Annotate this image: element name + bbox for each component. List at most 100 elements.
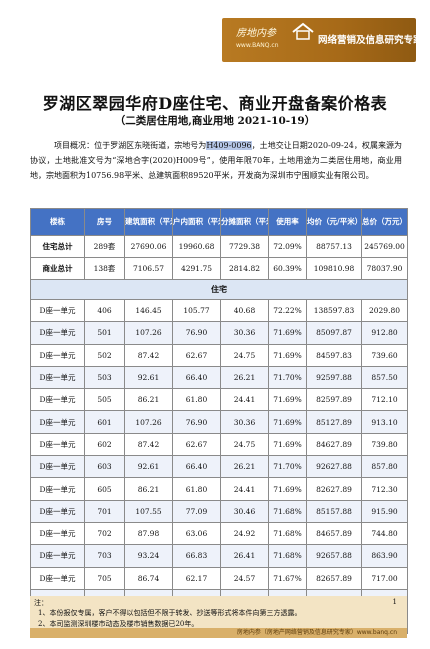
cell-inner: 77.09 <box>172 499 221 523</box>
table-row: D座一单元 703 93.24 66.83 26.41 71.68% 92657.88 863… <box>30 544 408 568</box>
cell-rate: 71.68% <box>268 521 307 546</box>
note-label: 注： <box>34 599 48 607</box>
cell-inner: 61.80 <box>172 388 221 412</box>
header-shared-area: 分摊面积（平米） <box>220 208 269 236</box>
cell-gross: 107.26 <box>124 321 173 345</box>
cell-avg: 138597.83 <box>306 298 362 323</box>
cell-inner: 62.67 <box>172 432 221 457</box>
banner-slogan: 网络营销及信息研究专家 <box>318 35 416 46</box>
banner-website: www.BANQ.cn <box>236 42 279 49</box>
header-inner-area: 户内面积（平米） <box>172 208 221 236</box>
cell-building: D座一单元 <box>30 365 85 390</box>
cell-building: D座一单元 <box>30 298 85 323</box>
cell-inner: 61.80 <box>172 477 221 501</box>
cell-avg: 82597.89 <box>306 388 362 412</box>
cell-total: 712.10 <box>361 388 408 412</box>
cell-rate: 71.68% <box>268 544 307 568</box>
cell-rate: 71.68% <box>268 499 307 523</box>
cell-gross: 87.42 <box>124 432 173 457</box>
project-overview: 项目概况：位于罗湖区东晓街道，宗地号为H409-0096，土地交让日期2020-… <box>30 138 402 183</box>
cell-avg: 82657.89 <box>306 566 362 590</box>
cell-room: 705 <box>84 566 125 590</box>
cell-gross: 92.61 <box>124 365 173 390</box>
cell-gross: 87.42 <box>124 343 173 367</box>
summary-cell-inner: 19960.68 <box>172 235 221 258</box>
cell-total: 857.50 <box>361 365 408 390</box>
summary-cell-gross: 27690.06 <box>124 235 173 258</box>
cell-avg: 92627.88 <box>306 455 362 479</box>
cell-rate: 71.69% <box>268 343 307 367</box>
page-number: 1 <box>392 598 397 606</box>
price-table: 楼栋 房号 建筑面积（平米） 户内面积（平米） 分摊面积（平米） 使用率 均价（… <box>30 208 408 635</box>
cell-rate: 71.69% <box>268 432 307 457</box>
summary-cell-avg: 88757.13 <box>306 235 362 258</box>
cell-gross: 107.55 <box>124 499 173 523</box>
table-row: D座一单元 502 87.42 62.67 24.75 71.69% 84597.83 739… <box>30 343 408 367</box>
cell-inner: 62.17 <box>172 566 221 590</box>
cell-inner: 62.67 <box>172 343 221 367</box>
summary-cell-gross: 7106.57 <box>124 257 173 280</box>
parcel-id-highlight: H409-0096 <box>206 141 252 150</box>
table-row: D座一单元 702 87.98 63.06 24.92 71.68% 84657.89 744… <box>30 521 408 546</box>
banner-logo: 房地内参 <box>236 28 276 39</box>
table-row: D座一单元 603 92.61 66.40 26.21 71.70% 92627.88 857… <box>30 455 408 479</box>
cell-gross: 107.26 <box>124 410 173 434</box>
cell-inner: 66.83 <box>172 544 221 568</box>
cell-total: 712.30 <box>361 477 408 501</box>
cell-total: 863.90 <box>361 544 408 568</box>
cell-shared: 40.68 <box>220 298 269 323</box>
summary-row: 商业总计 138套 7106.57 4291.75 2814.82 60.39% 10981… <box>30 257 408 280</box>
footer-bar: 房地内参（房地产网络营销及信息研究专家）www.banq.cn <box>30 628 407 638</box>
cell-rate: 71.69% <box>268 388 307 412</box>
cell-gross: 146.45 <box>124 298 173 323</box>
summary-cell-avg: 109810.98 <box>306 257 362 280</box>
cell-building: D座一单元 <box>30 321 85 345</box>
cell-total: 913.10 <box>361 410 408 434</box>
cell-inner: 66.40 <box>172 365 221 390</box>
table-row: D座一单元 701 107.55 77.09 30.46 71.68% 85157.88 91… <box>30 499 408 523</box>
cell-shared: 24.57 <box>220 566 269 590</box>
summary-cell-count: 138套 <box>84 257 125 280</box>
table-row: D座一单元 505 86.21 61.80 24.41 71.69% 82597.89 712… <box>30 388 408 412</box>
summary-cell-shared: 7729.38 <box>220 235 269 258</box>
cell-room: 702 <box>84 521 125 546</box>
document-subtitle: （二类居住用地,商业用地 2021-10-19） <box>114 115 316 127</box>
summary-cell-rate: 72.09% <box>268 235 307 258</box>
overview-prefix: 项目概况：位于罗湖区东晓街道，宗地号为 <box>54 141 207 150</box>
cell-building: D座一单元 <box>30 455 85 479</box>
cell-shared: 26.41 <box>220 544 269 568</box>
cell-total: 912.80 <box>361 321 408 345</box>
cell-room: 602 <box>84 432 125 457</box>
header-gross-area: 建筑面积（平米） <box>124 208 173 236</box>
header-building: 楼栋 <box>30 208 85 236</box>
section-label: 住宅 <box>30 279 408 300</box>
table-row: D座一单元 601 107.26 76.90 30.36 71.69% 85127.89 91… <box>30 410 408 434</box>
cell-shared: 24.41 <box>220 477 269 501</box>
cell-building: D座一单元 <box>30 477 85 501</box>
cell-inner: 76.90 <box>172 410 221 434</box>
cell-avg: 92597.88 <box>306 365 362 390</box>
header-usage-rate: 使用率 <box>268 208 307 236</box>
cell-rate: 71.67% <box>268 566 307 590</box>
cell-gross: 86.21 <box>124 388 173 412</box>
cell-gross: 86.21 <box>124 477 173 501</box>
cell-room: 605 <box>84 477 125 501</box>
cell-building: D座一单元 <box>30 410 85 434</box>
cell-avg: 84597.83 <box>306 343 362 367</box>
cell-shared: 30.46 <box>220 499 269 523</box>
note-2: 2、本司监测深圳楼市动态及楼市销售数据已20年。 <box>38 620 199 628</box>
cell-shared: 30.36 <box>220 321 269 345</box>
summary-cell-label: 商业总计 <box>30 257 85 280</box>
cell-rate: 71.69% <box>268 477 307 501</box>
cell-shared: 24.92 <box>220 521 269 546</box>
summary-cell-rate: 60.39% <box>268 257 307 280</box>
header-room: 房号 <box>84 208 125 236</box>
cell-room: 406 <box>84 298 125 323</box>
document-title: 罗湖区翠园华府D座住宅、商业开盘备案价格表 <box>42 94 388 113</box>
cell-shared: 26.21 <box>220 365 269 390</box>
cell-total: 717.00 <box>361 566 408 590</box>
cell-rate: 71.69% <box>268 410 307 434</box>
table-row: D座一单元 605 86.21 61.80 24.41 71.69% 82627.89 712… <box>30 477 408 501</box>
header-total-price: 总价（万元） <box>361 208 408 236</box>
note-1: 1、本份报仅专属，客户不得以包括但不限于转发、抄送等形式将本件向第三方透露。 <box>38 609 302 617</box>
